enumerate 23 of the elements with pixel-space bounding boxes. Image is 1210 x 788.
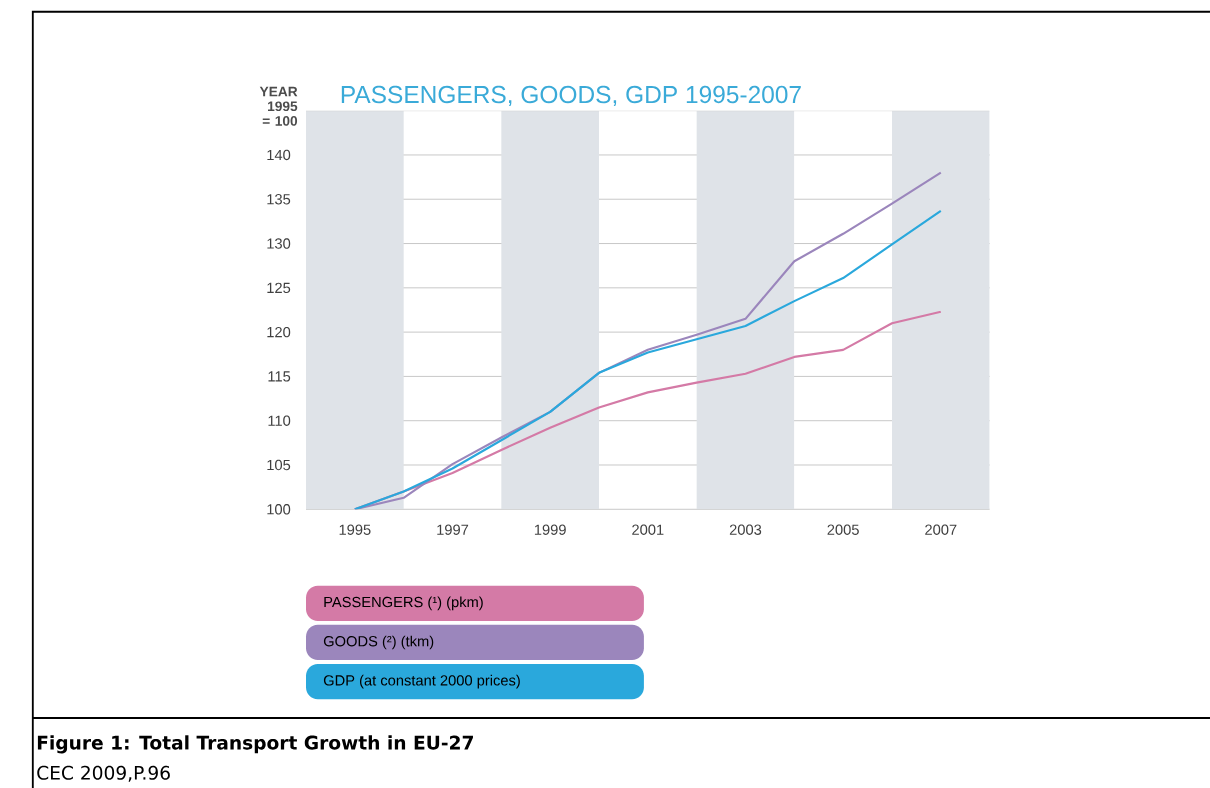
x-tick-label: 2003: [729, 524, 762, 535]
x-tick-label: 2007: [925, 524, 957, 535]
x-tick-label: 1995: [339, 524, 371, 535]
y-tick-label: 140: [267, 149, 291, 160]
y-tick-label: 100: [267, 503, 291, 515]
y-tick-label: 120: [267, 326, 291, 338]
y-tick-label: 105: [267, 459, 291, 470]
x-tick-label: 1997: [437, 524, 469, 535]
x-tick-label: 1999: [534, 524, 566, 535]
y-tick-label: 130: [267, 238, 291, 249]
y-tick-label: 115: [268, 371, 291, 382]
chart-title: PASSENGERS, GOODS, GDP 1995-2007: [341, 85, 801, 106]
text: GDP (at constant 2000 prices): [323, 674, 520, 689]
y-tick-label: 135: [267, 193, 291, 205]
x-tick-label: 2005: [827, 524, 859, 535]
text: GOODS (²) (tkm): [323, 635, 434, 650]
y-axis-title: YEAR 1995 = 100: [259, 86, 298, 126]
y-tick-label: 125: [267, 282, 291, 293]
caption: Figure 1: Total Transport Growth in EU-27: [37, 735, 473, 754]
text: CEC 2009,P.96: [37, 765, 170, 782]
y-tick-label: 110: [268, 415, 291, 426]
text: PASSENGERS (¹) (pkm): [324, 596, 483, 610]
x-tick-label: 2001: [632, 524, 664, 535]
